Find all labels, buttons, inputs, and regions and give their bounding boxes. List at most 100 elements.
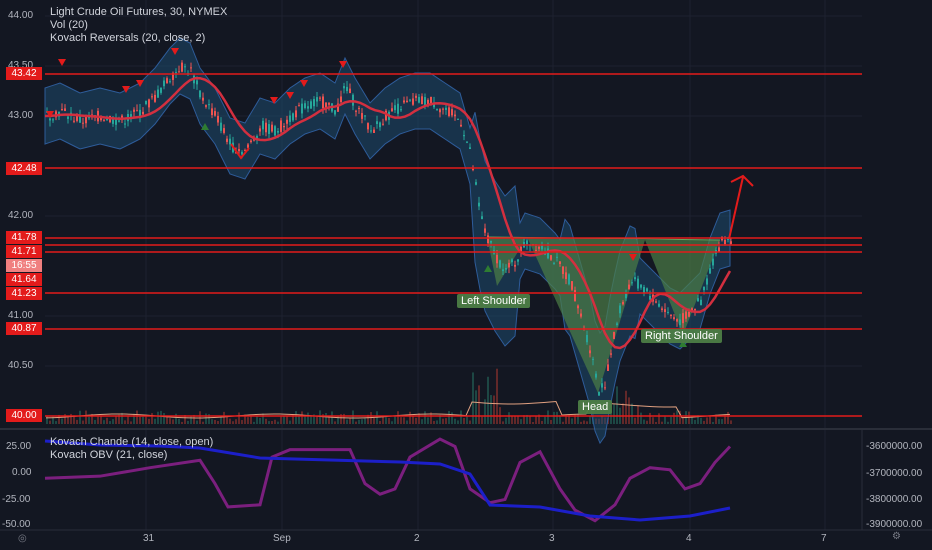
sell-marker — [286, 92, 294, 99]
symbol-legend[interactable]: Light Crude Oil Futures, 30, NYMEX — [50, 6, 228, 18]
candle-body — [208, 104, 210, 106]
reversal-band — [44, 37, 731, 445]
volume-bar — [169, 418, 171, 424]
level-tag[interactable]: 43.42 — [6, 67, 42, 80]
obv-legend[interactable]: Kovach OBV (21, close) — [50, 449, 168, 461]
candle-body — [349, 88, 351, 94]
volume-bar — [91, 413, 93, 424]
volume-bar — [256, 416, 258, 424]
candle-body — [79, 115, 81, 123]
candle-body — [199, 90, 201, 98]
reversals-legend[interactable]: Kovach Reversals (20, close, 2) — [50, 32, 206, 44]
sell-marker — [300, 80, 308, 87]
volume-bar — [76, 419, 78, 424]
level-tag[interactable]: 40.00 — [6, 409, 42, 422]
volume-bar — [157, 411, 159, 424]
volume-bar — [307, 412, 309, 424]
candle-body — [445, 107, 447, 110]
volume-bar — [364, 418, 366, 424]
candle-body — [100, 117, 102, 121]
candle-body — [661, 308, 663, 310]
volume-bar — [127, 416, 129, 424]
volume-bar — [226, 416, 228, 424]
volume-bar — [79, 410, 81, 424]
candle-body — [526, 240, 528, 245]
candle-body — [385, 110, 387, 121]
volume-bar — [406, 420, 408, 424]
candle-body — [175, 72, 177, 74]
volume-bar — [697, 415, 699, 424]
volume-bar — [448, 410, 450, 424]
volume-bar — [727, 411, 729, 424]
volume-bar — [397, 411, 399, 424]
globe-icon[interactable]: ◎ — [18, 533, 27, 544]
level-tag[interactable]: 41.64 — [6, 273, 42, 286]
volume-bar — [94, 419, 96, 424]
volume-bar — [316, 416, 318, 424]
candle-body — [538, 246, 540, 249]
volume-bar — [421, 419, 423, 424]
volume-bar — [568, 414, 570, 424]
volume-bar — [655, 421, 657, 424]
volume-bar — [313, 414, 315, 424]
candle-body — [478, 202, 480, 207]
candle-body — [235, 152, 237, 154]
volume-bar — [457, 420, 459, 424]
volume-bar — [88, 416, 90, 424]
candle-body — [556, 256, 558, 258]
osc-left-tick: -50.00 — [2, 519, 31, 530]
candle-body — [694, 309, 696, 311]
candle-body — [217, 115, 219, 123]
volume-legend[interactable]: Vol (20) — [50, 19, 88, 31]
volume-bar — [538, 414, 540, 424]
candle-body — [688, 311, 690, 317]
candle-body — [502, 269, 504, 272]
candle-body — [166, 78, 168, 84]
candle-body — [490, 240, 492, 243]
candle-body — [547, 248, 549, 259]
volume-bar — [547, 410, 549, 424]
volume-bar — [172, 419, 174, 424]
volume-bar — [148, 418, 150, 424]
candle-body — [496, 254, 498, 264]
volume-bar — [646, 420, 648, 424]
candle-body — [412, 98, 414, 105]
volume-bar — [637, 405, 639, 424]
osc-left-tick: -25.00 — [2, 494, 31, 505]
candle-body — [355, 110, 357, 112]
gear-icon[interactable]: ⚙ — [892, 531, 901, 542]
candle-body — [706, 278, 708, 285]
volume-bar — [574, 414, 576, 424]
candle-body — [250, 140, 252, 143]
candle-body — [604, 387, 606, 389]
volume-bar — [577, 413, 579, 424]
candle-body — [670, 314, 672, 317]
candle-body — [421, 96, 423, 105]
level-tag[interactable]: 42.48 — [6, 162, 42, 175]
volume-bar — [160, 410, 162, 424]
volume-bar — [136, 410, 138, 424]
volume-bar — [724, 414, 726, 424]
candle-body — [292, 113, 294, 121]
volume-bar — [154, 418, 156, 424]
level-tag[interactable]: 41.71 — [6, 245, 42, 258]
volume-bar — [559, 415, 561, 424]
candle-body — [397, 103, 399, 114]
volume-bar — [460, 410, 462, 424]
volume-bar — [580, 421, 582, 424]
level-tag[interactable]: 41.23 — [6, 287, 42, 300]
chande-legend[interactable]: Kovach Chande (14, close, open) — [50, 436, 214, 448]
level-tag[interactable]: 41.78 — [6, 231, 42, 244]
candle-body — [658, 303, 660, 307]
candle-body — [574, 290, 576, 301]
volume-bar — [118, 414, 120, 424]
sell-marker — [122, 86, 130, 93]
volume-bar — [556, 411, 558, 424]
volume-bar — [622, 403, 624, 424]
candle-body — [319, 97, 321, 99]
band-fill — [44, 37, 731, 445]
volume-bar — [286, 415, 288, 424]
level-tag[interactable]: 40.87 — [6, 322, 42, 335]
volume-bar — [415, 417, 417, 424]
